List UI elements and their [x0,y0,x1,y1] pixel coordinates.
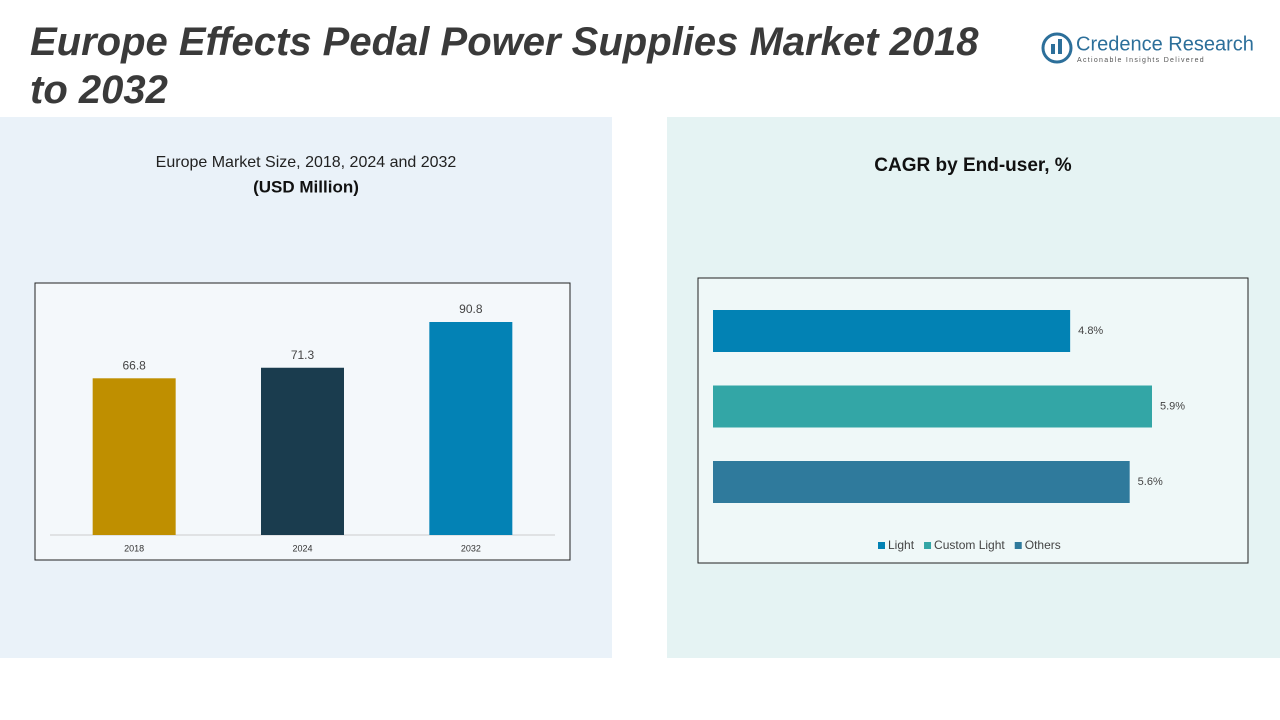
x-tick-label: 2032 [461,543,481,553]
chart-subtitle: (USD Million) [253,177,359,196]
bar [261,367,344,535]
x-tick-label: 2018 [124,543,144,553]
legend-swatch [878,542,885,549]
chart-title: Europe Market Size, 2018, 2024 and 2032 [156,154,457,171]
chart-title: CAGR by End-user, % [874,155,1072,176]
value-label: 5.6% [1138,476,1163,488]
value-label: 66.8 [122,358,146,372]
legend-swatch [924,542,932,549]
x-tick-label: 2024 [292,543,312,553]
logo-icon [1058,39,1062,54]
logo-icon [1041,32,1073,64]
legend-label: Custom Light [934,538,1005,552]
value-label: 71.3 [291,348,315,362]
legend-swatch [1014,542,1022,549]
value-label: 4.8% [1078,325,1103,337]
bar [713,461,1130,503]
logo: Credence Research Actionable Insights De… [1041,32,1254,64]
bar [429,322,513,535]
value-label: 90.8 [459,302,483,316]
value-label: 5.9% [1160,400,1185,412]
bar [713,385,1152,428]
legend-label: Light [888,538,915,552]
bar [713,310,1071,352]
logo-name: Credence Research [1076,33,1254,55]
bar [92,378,176,535]
legend-label: Others [1025,538,1061,552]
page-title: Europe Effects Pedal Power Supplies Mark… [30,20,979,112]
logo-icon [1051,44,1055,54]
logo-tagline: Actionable Insights Delivered [1077,57,1205,64]
